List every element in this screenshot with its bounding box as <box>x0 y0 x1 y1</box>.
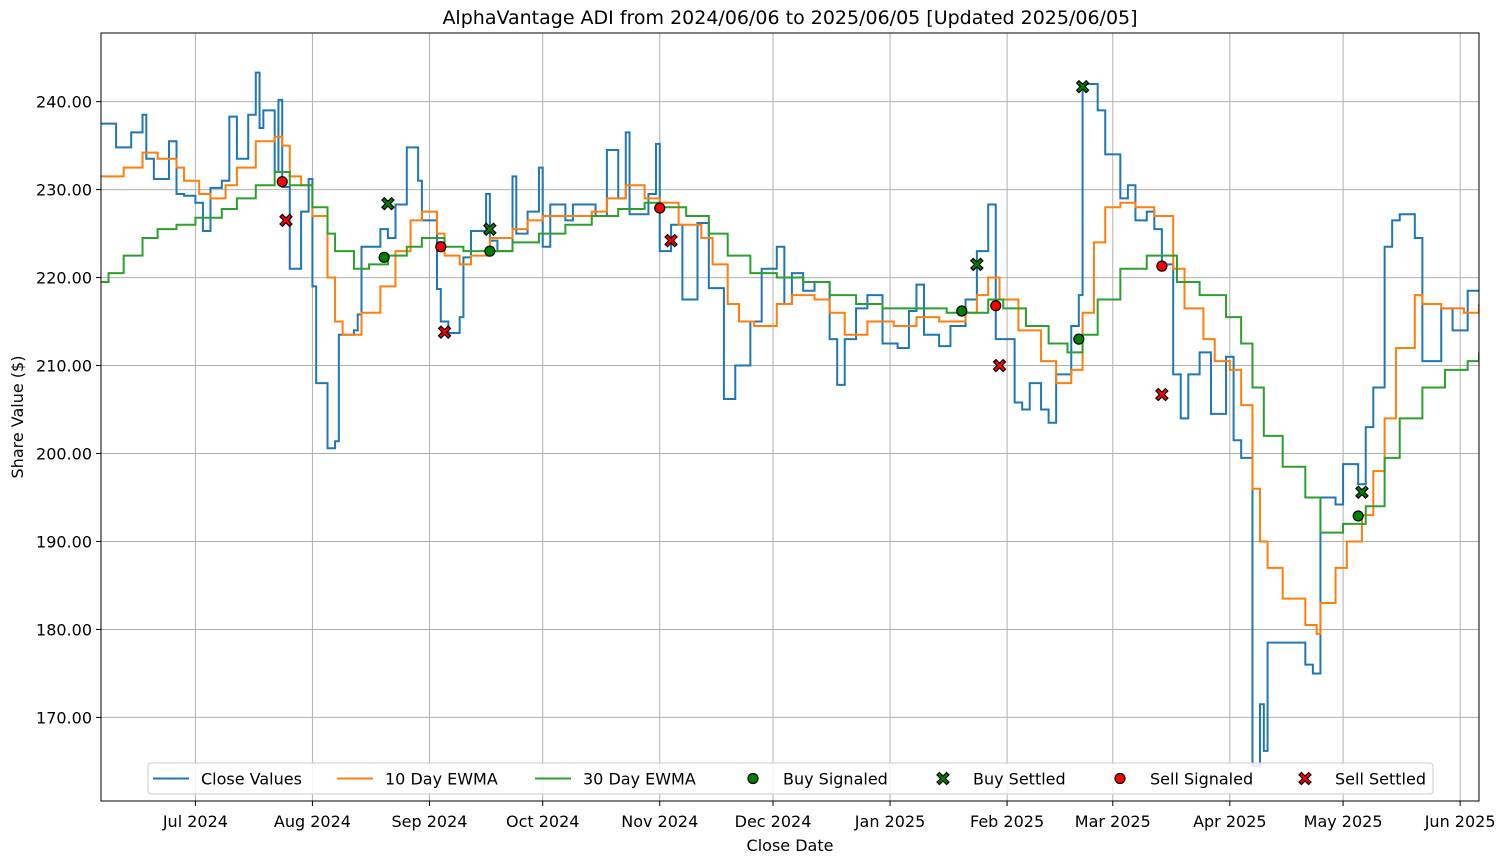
sell-signaled-marker <box>654 202 666 214</box>
series-line-10-day-ewma <box>101 135 1479 635</box>
y-tick-label: 170.00 <box>36 708 92 727</box>
plot-frame <box>100 32 1480 802</box>
x-tick-label: Jun 2025 <box>1424 812 1496 831</box>
x-tick-label: Sep 2024 <box>391 812 467 831</box>
y-axis-title: Share Value ($) <box>8 356 27 479</box>
x-tick-label: Dec 2024 <box>735 812 812 831</box>
sell-settled-marker <box>279 213 293 228</box>
buy-signaled-marker <box>1352 510 1364 522</box>
x-tick-label: Nov 2024 <box>621 812 698 831</box>
buy-signaled-marker <box>956 305 968 317</box>
y-tick-label: 210.00 <box>36 357 92 376</box>
y-axis-ticks: 170.00 180.00 190.00 200.00 210.00 220.00 230.… <box>36 93 101 727</box>
y-tick-label: 220.00 <box>36 269 92 288</box>
sell-settled-marker <box>992 358 1007 373</box>
y-tick-label: 240.00 <box>36 93 92 112</box>
x-tick-label: Mar 2025 <box>1075 812 1151 831</box>
legend-label-30-day-ewma: 30 Day EWMA <box>583 770 696 789</box>
buy-signaled-marker <box>378 251 390 263</box>
buy-settled-marker <box>381 196 395 211</box>
sell-signaled-marker <box>435 241 447 253</box>
buy-settled-marker <box>970 257 984 272</box>
buy-settled-marker <box>483 222 497 237</box>
chart-title: AlphaVantage ADI from 2024/06/06 to 2025… <box>442 7 1137 29</box>
buy-signaled-marker <box>484 245 496 257</box>
sell-settled-marker <box>1155 387 1169 402</box>
y-tick-label: 230.00 <box>36 181 92 200</box>
legend-swatch-sell-signaled <box>1114 772 1126 785</box>
legend: Close Values 10 Day EWMA 30 Day EWMA Buy Si… <box>147 762 1434 795</box>
x-axis-title: Close Date <box>747 836 834 855</box>
x-tick-label: May 2025 <box>1304 812 1383 831</box>
buy-settled-marker <box>1075 79 1090 94</box>
y-tick-label: 200.00 <box>36 445 92 464</box>
sell-signaled-marker <box>1156 260 1168 272</box>
sell-signaled-marker <box>990 300 1002 312</box>
x-tick-label: Apr 2025 <box>1193 812 1266 831</box>
legend-label-buy-settled: Buy Settled <box>973 770 1066 789</box>
x-tick-label: Oct 2024 <box>506 812 579 831</box>
legend-box <box>147 762 1434 795</box>
legend-swatch-buy-signaled <box>747 772 759 785</box>
legend-label-buy-signaled: Buy Signaled <box>783 770 888 789</box>
plot-area <box>101 71 1479 767</box>
legend-swatch-sell-settled <box>1298 771 1312 786</box>
legend-swatch-buy-settled <box>936 771 950 786</box>
x-tick-label: Jul 2024 <box>162 812 228 831</box>
x-tick-label: Feb 2025 <box>970 812 1044 831</box>
buy-settled-marker <box>1355 485 1369 500</box>
x-tick-label: Aug 2024 <box>274 812 351 831</box>
sell-signaled-marker <box>276 176 288 188</box>
legend-label-sell-signaled: Sell Signaled <box>1150 770 1253 789</box>
x-axis-ticks: Jul 2024 Aug 2024 Sep 2024 Oct 2024 Nov 2024… <box>162 801 1496 831</box>
y-tick-label: 190.00 <box>36 532 92 551</box>
x-tick-label: Jan 2025 <box>854 812 925 831</box>
sell-settled-marker <box>664 233 678 248</box>
series-line-30-day-ewma <box>101 171 1479 534</box>
sell-settled-marker <box>437 325 452 339</box>
buy-signaled-marker <box>1073 333 1085 345</box>
y-tick-label: 180.00 <box>36 620 92 639</box>
legend-label-10-day-ewma: 10 Day EWMA <box>385 770 498 789</box>
legend-label-sell-settled: Sell Settled <box>1335 770 1426 789</box>
series-line-close-values <box>101 71 1479 767</box>
legend-label-close-values: Close Values <box>201 770 302 789</box>
